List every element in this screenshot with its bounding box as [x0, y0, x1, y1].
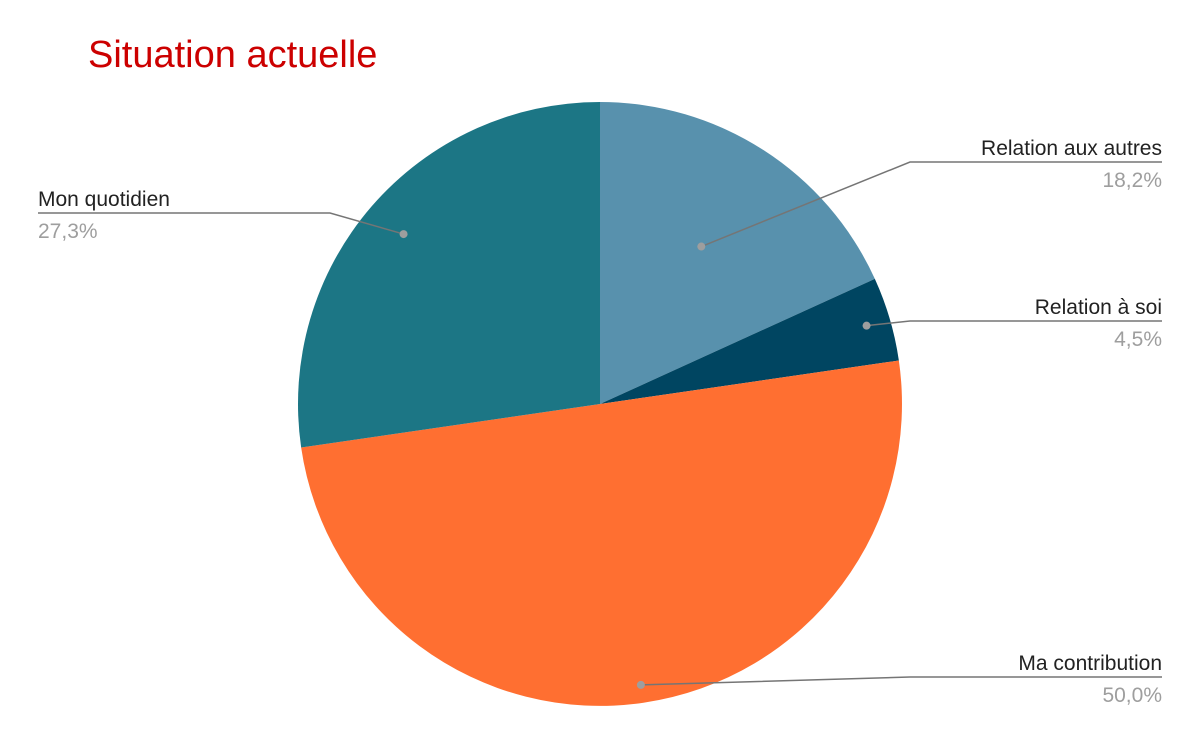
pie-slice-ma-contribution	[301, 360, 902, 706]
slice-percent-mon-quotidien: 27,3%	[38, 220, 98, 243]
chart-title: Situation actuelle	[88, 34, 378, 76]
leader-line-ma-contribution	[640, 676, 1162, 686]
pie-labels: Relation aux autres 18,2% Relation à soi 4,…	[38, 137, 1162, 707]
leader-line-relation-aux-autres	[701, 161, 1162, 248]
leader-dot-mon-quotidien	[399, 230, 408, 239]
leader-dot-relation-aux-autres	[697, 242, 706, 251]
slice-percent-relation-a-soi: 4,5%	[1114, 328, 1162, 351]
slice-label-relation-a-soi: Relation à soi	[1035, 296, 1162, 319]
pie-slice-relation-aux-autres	[600, 102, 875, 404]
slice-label-mon-quotidien: Mon quotidien	[38, 188, 170, 211]
pie-slice-relation-a-soi	[600, 278, 899, 404]
slice-percent-ma-contribution: 50,0%	[1102, 684, 1162, 707]
leader-line-mon-quotidien	[38, 212, 404, 235]
pie-slice-mon-quotidien	[298, 101, 600, 448]
leader-line-relation-a-soi	[866, 320, 1162, 327]
leader-dot-relation-a-soi	[862, 321, 871, 330]
slice-label-ma-contribution: Ma contribution	[1018, 652, 1162, 675]
leader-dot-ma-contribution	[636, 680, 645, 689]
slice-label-relation-aux-autres: Relation aux autres	[981, 137, 1162, 160]
slice-percent-relation-aux-autres: 18,2%	[1102, 169, 1162, 192]
pie-slices	[298, 101, 902, 706]
